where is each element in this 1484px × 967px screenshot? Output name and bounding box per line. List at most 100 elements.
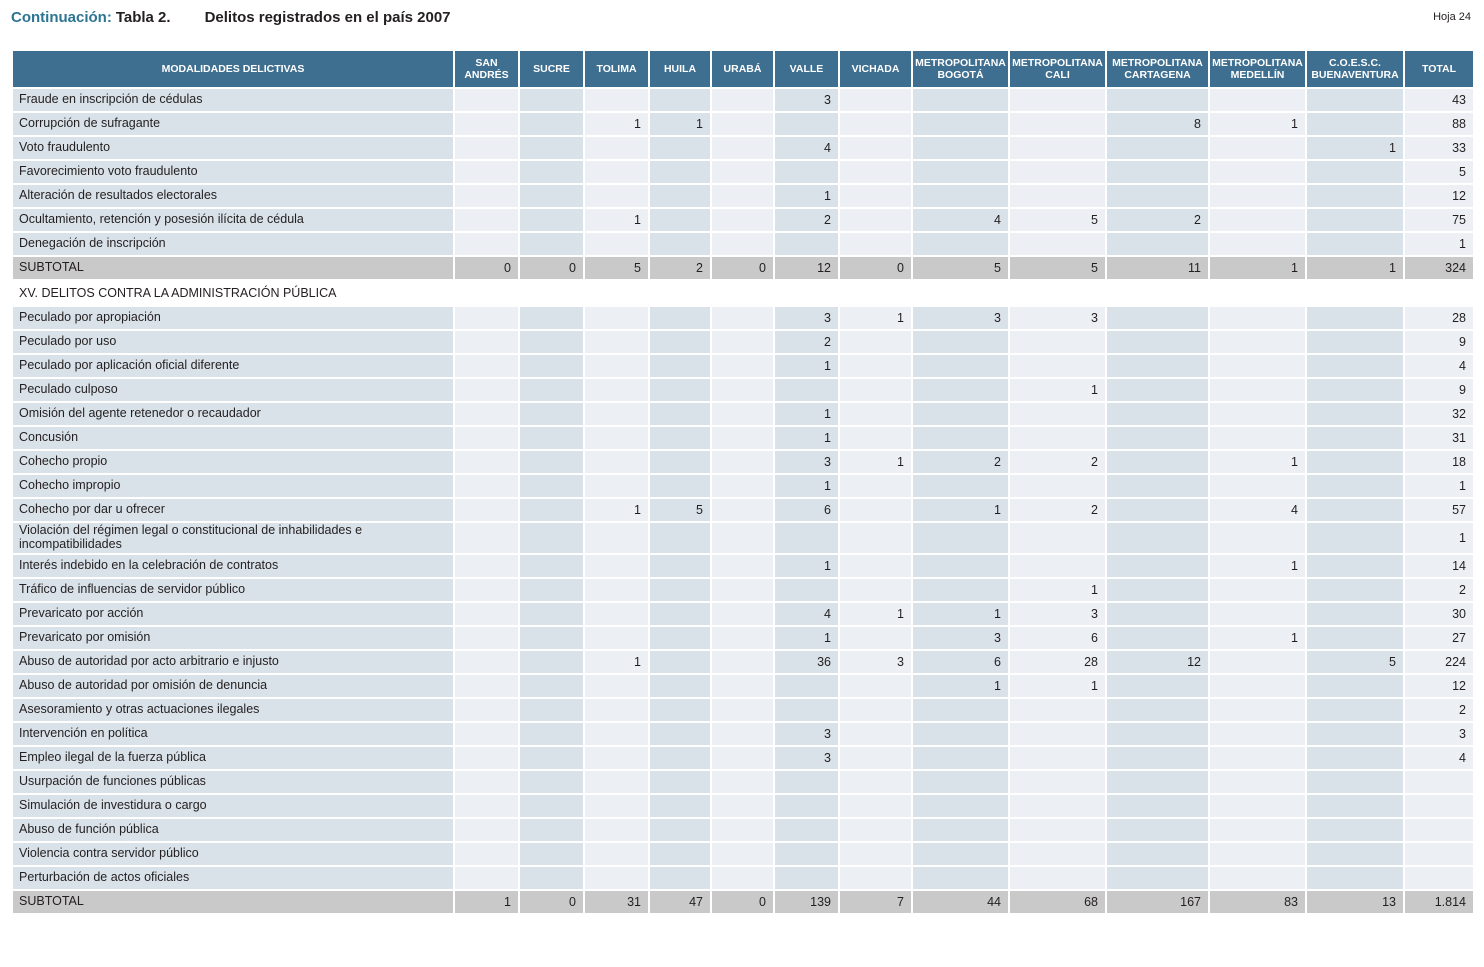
value-cell: [585, 626, 648, 649]
value-cell: [913, 161, 1008, 183]
value-cell: [520, 451, 583, 473]
row-label: Abuso de autoridad por acto arbitrario e…: [13, 650, 453, 673]
value-cell: [1010, 427, 1105, 449]
value-cell: [520, 650, 583, 673]
row-label: Favorecimiento voto fraudulento: [13, 161, 453, 183]
row-label: Peculado por uso: [13, 331, 453, 353]
total-cell: 88: [1405, 113, 1473, 135]
row-label: Prevaricato por acción: [13, 602, 453, 625]
value-cell: 1: [1307, 257, 1403, 279]
total-cell: 4: [1405, 746, 1473, 769]
value-cell: [712, 379, 773, 401]
value-cell: [1010, 722, 1105, 745]
value-cell: [1307, 818, 1403, 841]
value-cell: [1107, 554, 1208, 577]
value-cell: 2: [1010, 499, 1105, 521]
value-cell: [650, 307, 710, 329]
value-cell: [650, 578, 710, 601]
value-cell: 5: [585, 257, 648, 279]
table-row: Concusión 1 31: [13, 427, 1473, 449]
value-cell: [520, 209, 583, 231]
table-row: Asesoramiento y otras actuaciones ilegal…: [13, 698, 1473, 721]
value-cell: [650, 770, 710, 793]
value-cell: [712, 674, 773, 697]
value-cell: [650, 554, 710, 577]
value-cell: [650, 674, 710, 697]
value-cell: 47: [650, 890, 710, 913]
total-cell: 27: [1405, 626, 1473, 649]
value-cell: 1: [1307, 137, 1403, 159]
row-label: Voto fraudulento: [13, 137, 453, 159]
value-cell: [840, 794, 911, 817]
table-row: Prevaricato por omisión 1 3 6 1 27: [13, 626, 1473, 649]
value-cell: [712, 331, 773, 353]
value-cell: 1: [913, 602, 1008, 625]
value-cell: [775, 674, 838, 697]
value-cell: 83: [1210, 890, 1305, 913]
value-cell: [585, 602, 648, 625]
total-cell: 9: [1405, 379, 1473, 401]
value-cell: [1307, 451, 1403, 473]
value-cell: 1: [455, 890, 518, 913]
value-cell: [520, 722, 583, 745]
value-cell: 3: [1010, 307, 1105, 329]
value-cell: [775, 794, 838, 817]
value-cell: 3: [775, 746, 838, 769]
row-label: Interés indebido en la celebración de co…: [13, 554, 453, 577]
value-cell: 13: [1307, 890, 1403, 913]
value-cell: [712, 427, 773, 449]
row-label: Corrupción de sufragante: [13, 113, 453, 135]
value-cell: [1107, 722, 1208, 745]
section-title: XV. DELITOS CONTRA LA ADMINISTRACIÓN PÚB…: [13, 281, 1473, 305]
value-cell: [1307, 355, 1403, 377]
value-cell: 1: [585, 113, 648, 135]
value-cell: [1107, 355, 1208, 377]
total-cell: [1405, 794, 1473, 817]
value-cell: [520, 602, 583, 625]
value-cell: 28: [1010, 650, 1105, 673]
row-label: SUBTOTAL: [13, 257, 453, 279]
value-cell: [650, 427, 710, 449]
value-cell: [650, 794, 710, 817]
value-cell: [520, 331, 583, 353]
value-cell: 31: [585, 890, 648, 913]
value-cell: 0: [712, 257, 773, 279]
value-cell: [712, 770, 773, 793]
value-cell: 1: [1010, 578, 1105, 601]
value-cell: [913, 331, 1008, 353]
table-row: Interés indebido en la celebración de co…: [13, 554, 1473, 577]
value-cell: [712, 818, 773, 841]
value-cell: [913, 554, 1008, 577]
value-cell: [1307, 89, 1403, 111]
table-row: Peculado por apropiación 3 1 3 3 28: [13, 307, 1473, 329]
value-cell: [455, 427, 518, 449]
value-cell: 36: [775, 650, 838, 673]
table-header: MODALIDADES DELICTIVAS SAN ANDRÉS SUCRE TOL…: [13, 51, 1473, 87]
value-cell: [455, 794, 518, 817]
total-cell: 12: [1405, 185, 1473, 207]
total-cell: 14: [1405, 554, 1473, 577]
value-cell: [455, 355, 518, 377]
value-cell: [840, 523, 911, 553]
value-cell: [840, 355, 911, 377]
value-cell: [520, 818, 583, 841]
value-cell: 2: [1010, 451, 1105, 473]
value-cell: [775, 379, 838, 401]
total-cell: 28: [1405, 307, 1473, 329]
value-cell: [913, 475, 1008, 497]
value-cell: 6: [1010, 626, 1105, 649]
value-cell: [840, 818, 911, 841]
value-cell: [913, 89, 1008, 111]
value-cell: [1107, 818, 1208, 841]
value-cell: [840, 209, 911, 231]
table-row: Corrupción de sufragante 1 1 8 1 88: [13, 113, 1473, 135]
value-cell: [775, 113, 838, 135]
value-cell: [712, 475, 773, 497]
value-cell: 6: [775, 499, 838, 521]
report-title: Continuación: Tabla 2. Delitos registrados…: [11, 9, 451, 27]
value-cell: 2: [650, 257, 710, 279]
value-cell: [1107, 89, 1208, 111]
row-label: Peculado por aplicación oficial diferent…: [13, 355, 453, 377]
value-cell: [585, 866, 648, 889]
value-cell: 44: [913, 890, 1008, 913]
